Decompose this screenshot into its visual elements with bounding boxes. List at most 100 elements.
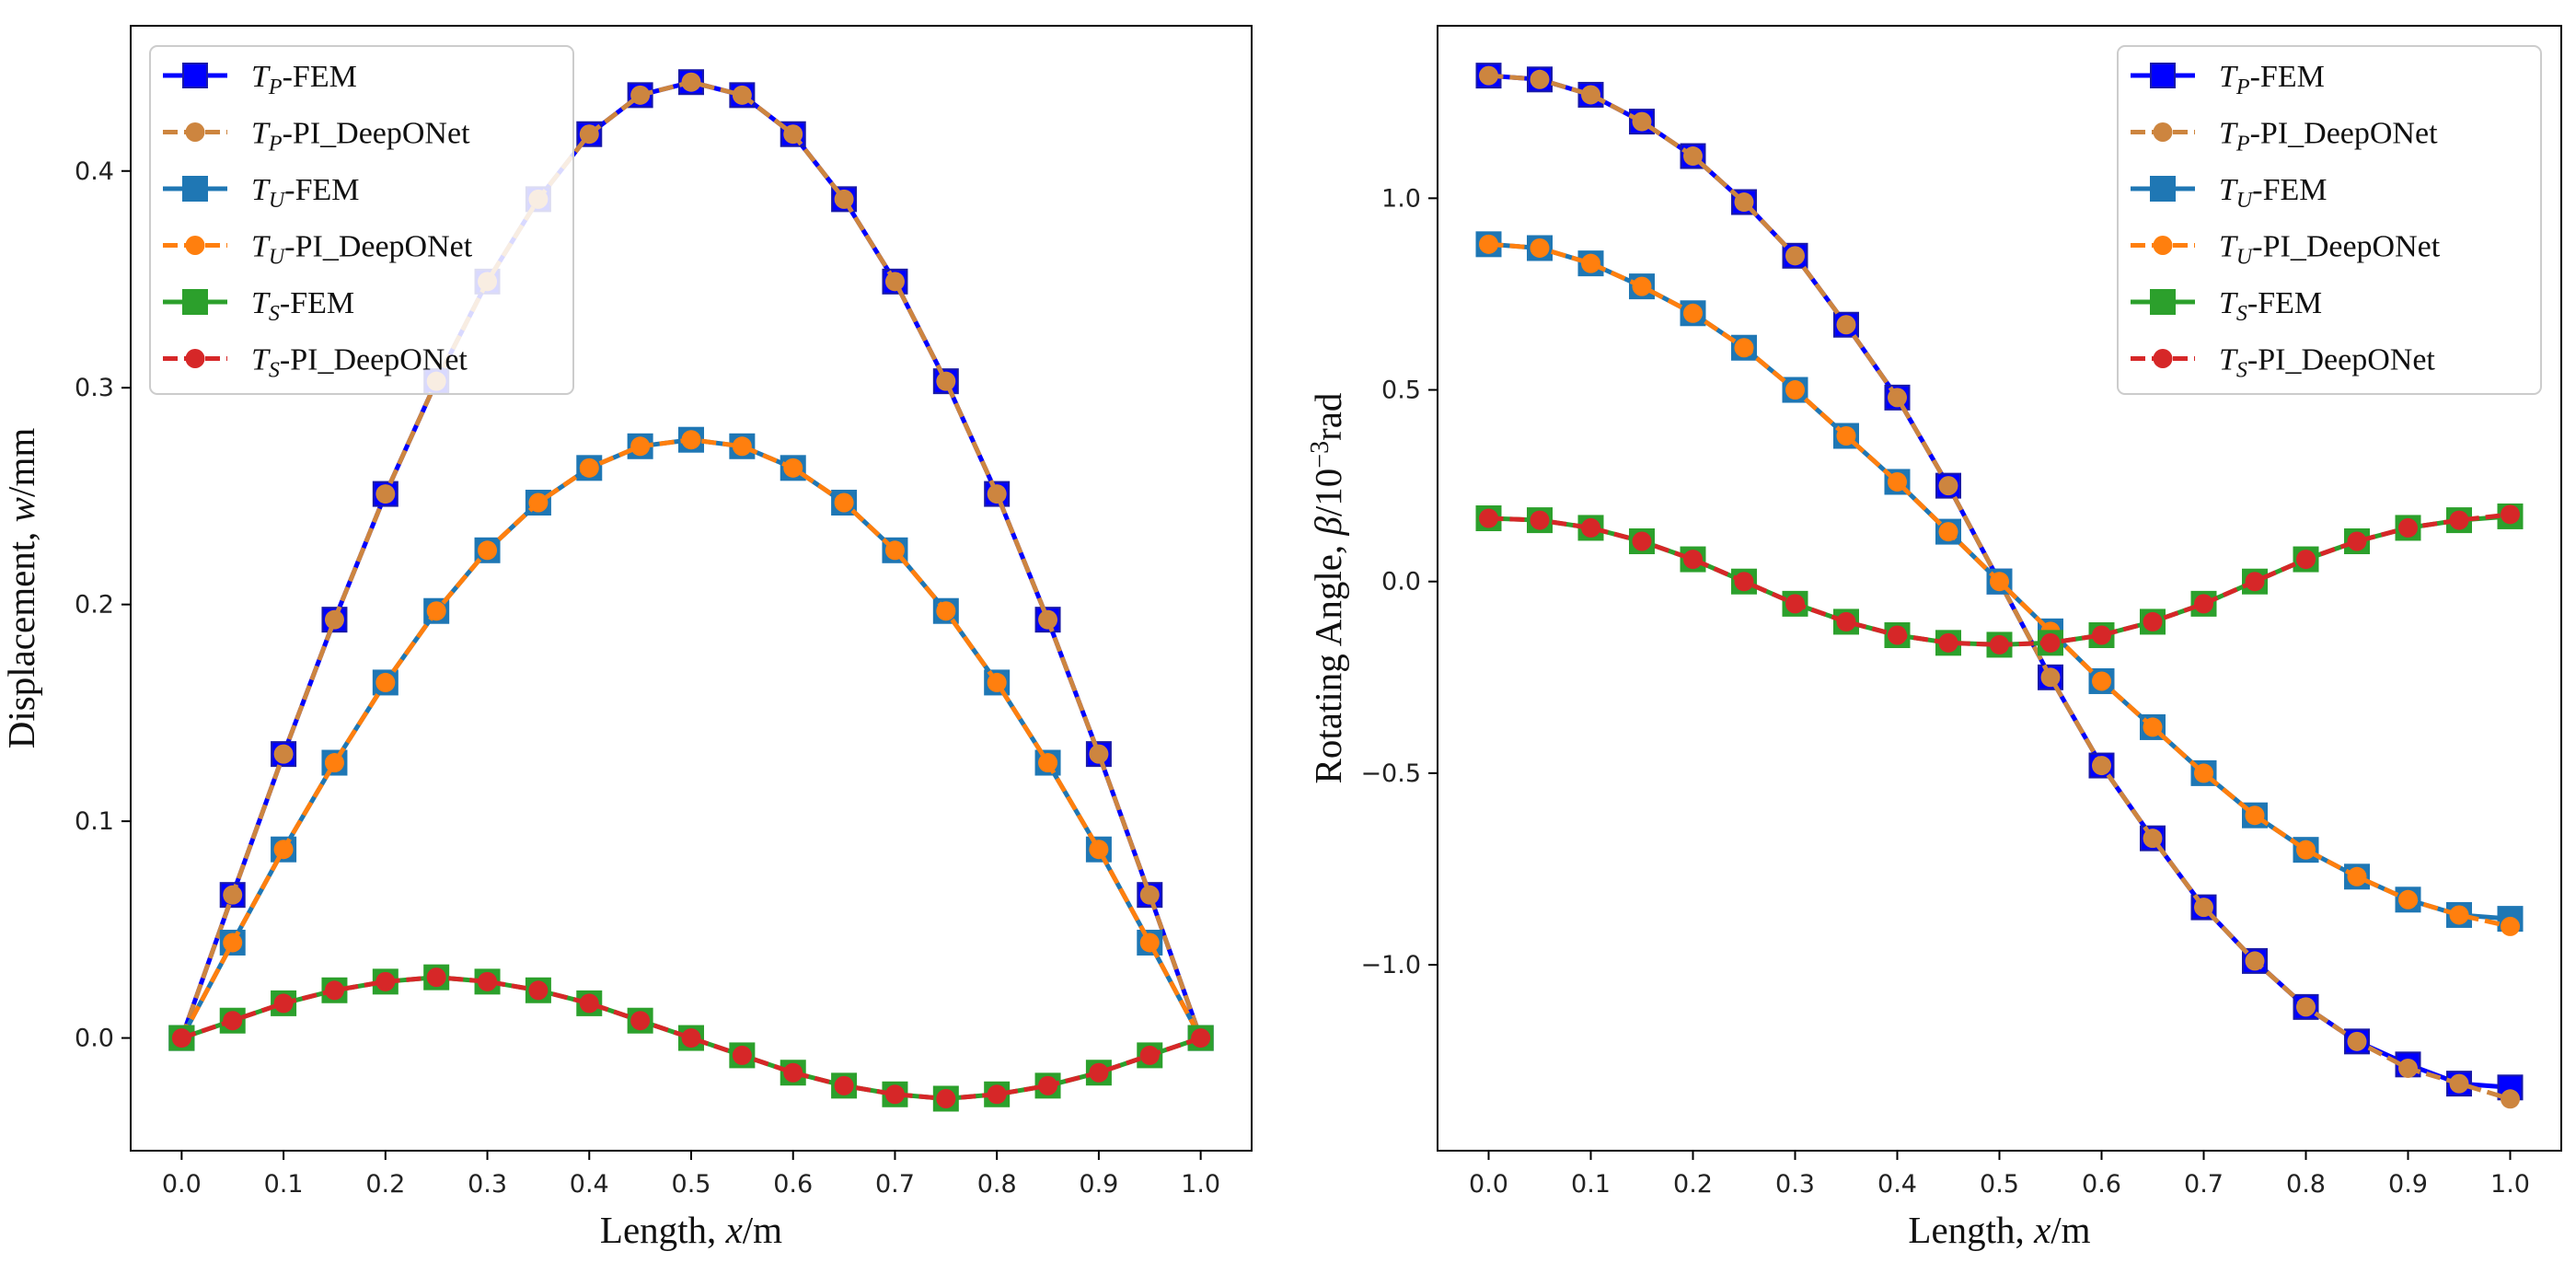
data-point [1990,634,2009,655]
data-point [987,672,1007,692]
legend-item: TS-PI_DeepONet [163,343,468,383]
legend-marker [2153,122,2173,142]
legend-marker [185,122,205,142]
data-point [1990,572,2009,592]
data-point [478,540,498,561]
data-point [2245,805,2265,826]
y-tick-label: −0.5 [1360,759,1421,788]
data-point [1581,517,1600,538]
data-point [528,492,549,513]
data-point [2245,572,2265,592]
data-point [375,484,396,504]
data-point [324,609,344,630]
data-point [1632,531,1652,551]
data-point [2092,671,2111,691]
data-point [2143,828,2163,849]
data-point [2501,1089,2520,1109]
data-point [1938,476,1958,496]
data-point [1836,425,1856,446]
data-point [2143,611,2163,632]
data-point [630,85,651,105]
data-point [1938,632,1958,653]
data-point [1038,609,1058,630]
data-point [2040,667,2061,688]
plot-area [168,69,1214,1112]
y-tick-label: 1.0 [1381,184,1421,213]
data-point [834,189,854,209]
data-point [783,458,803,478]
legend: TP-FEM TP-PI_DeepONet TU-FEM TU-PI_DeepONet… [149,45,574,395]
data-point [2347,866,2367,886]
x-tick-label: 0.0 [162,1170,202,1199]
data-point [375,672,396,692]
data-point [1734,338,1754,358]
data-point [1734,192,1754,213]
data-point [1089,840,1109,860]
x-tick-label: 0.0 [1469,1170,1508,1199]
y-tick-label: 0.3 [75,374,114,402]
y-tick-label: 0.1 [75,807,114,836]
legend-item: TU-PI_DeepONet [2131,230,2441,270]
x-tick-label: 0.3 [1775,1170,1815,1199]
plot-area [1475,63,2524,1109]
legend-label: TP-FEM [2219,60,2325,99]
data-point [2347,1031,2367,1051]
x-tick-label: 0.4 [1877,1170,1917,1199]
data-point [1530,510,1550,530]
data-point [630,436,651,457]
data-point [528,980,549,1001]
legend-item: TS-FEM [163,286,354,326]
data-point [1479,65,1498,86]
data-point [1938,522,1958,542]
data-point [987,1084,1007,1105]
data-point [936,601,956,621]
legend-label: TP-FEM [251,60,357,99]
data-point [783,1062,803,1083]
data-point [2449,510,2469,530]
data-point [1089,744,1109,764]
data-point [1888,388,1907,408]
data-point [732,436,752,457]
legend-item: TP-PI_DeepONet [163,117,470,156]
y-tick-label: 0.0 [1381,568,1421,597]
rotating-angle-chart: 0.0 0.1 0.2 0.3 0.4 0.5 0.6 0.7 0.8 0.9 1.0 −1.0 −0.… [1306,25,2562,1251]
data-point [884,540,905,561]
legend-label: TU-FEM [2219,173,2328,213]
data-point [1785,594,1805,614]
legend-box [2117,45,2542,395]
data-point [2296,997,2316,1017]
x-tick-label: 0.2 [1673,1170,1713,1199]
legend-item: TU-PI_DeepONet [163,230,473,270]
x-axis-label: Length, x/m [1908,1209,2090,1251]
data-point [273,993,294,1014]
data-point [1038,1075,1058,1095]
y-tick-label: 0.5 [1381,377,1421,405]
data-point [1888,625,1907,645]
x-tick-label: 0.6 [2082,1170,2121,1199]
legend-label: TS-FEM [251,286,354,326]
data-point [2296,550,2316,570]
data-point [732,85,752,105]
data-point [2501,504,2520,525]
data-point [579,993,599,1014]
data-point [273,840,294,860]
data-point [1888,471,1907,492]
data-point [579,458,599,478]
legend-box [149,45,574,395]
legend-marker [2150,176,2176,202]
x-tick-label: 0.6 [773,1170,813,1199]
data-point [2398,517,2418,538]
data-point [681,430,701,450]
x-tick-label: 0.7 [875,1170,915,1199]
y-tick-label: −1.0 [1360,951,1421,979]
data-point [1530,238,1550,258]
legend-item: TP-PI_DeepONet [2131,117,2438,156]
data-point [2296,840,2316,860]
legend-label: TP-PI_DeepONet [251,117,470,156]
data-point [1785,380,1805,400]
data-point [273,744,294,764]
axes-frame [130,25,1253,1152]
legend-label: TU-FEM [251,173,360,213]
y-tick-label: 0.0 [75,1025,114,1053]
